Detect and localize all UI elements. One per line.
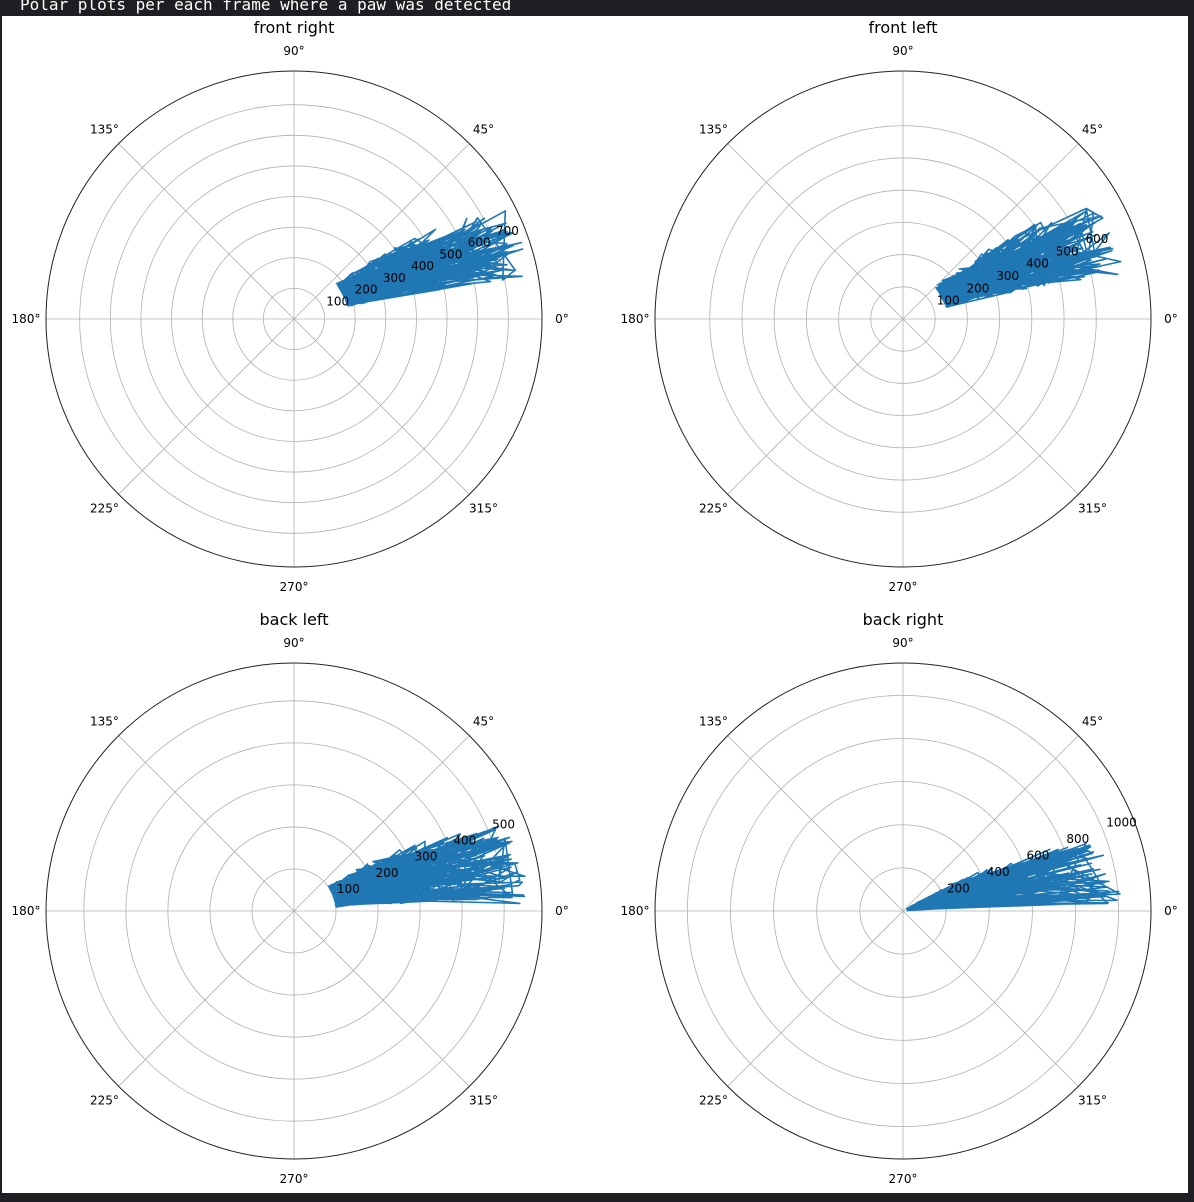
r-tick-label: 500: [439, 247, 462, 261]
subplot-title: back left: [259, 610, 328, 629]
polar-figure: 100 200 300 400 500 600 700 0° 45° 90° 135° 180° 225…: [12, 18, 1178, 1186]
r-tick-label: 300: [996, 269, 1019, 283]
r-tick-label: 500: [492, 818, 515, 832]
polar-spine: [654, 70, 1152, 568]
theta-grid-line: [727, 143, 904, 320]
r-tick-label: 200: [376, 866, 399, 880]
theta-tick-label: 225°: [90, 1094, 119, 1108]
theta-tick-label: 225°: [90, 502, 119, 516]
theta-tick-label: 315°: [469, 502, 498, 516]
theta-tick-label: 0°: [1164, 312, 1178, 326]
polar-subplot-2: 100 200 300 400 500 0° 45° 90° 135° 180° 225° 270° 3…: [12, 610, 569, 1186]
theta-grid-line: [293, 735, 470, 912]
theta-tick-label: 180°: [621, 904, 650, 918]
polar-subplot-3: 200 400 600 800 1000 0° 45° 90° 135° 180° 225° 270°…: [621, 610, 1178, 1186]
polar-subplot-0: 100 200 300 400 500 600 700 0° 45° 90° 135° 180° 225…: [12, 18, 569, 594]
theta-tick-label: 0°: [555, 904, 569, 918]
figure-panel: 100 200 300 400 500 600 700 0° 45° 90° 135° 180° 225…: [2, 16, 1188, 1193]
theta-tick-label: 315°: [1078, 1094, 1107, 1108]
theta-tick-label: 315°: [469, 1094, 498, 1108]
theta-grid-line: [902, 910, 1079, 1087]
polar-spine: [45, 70, 543, 568]
theta-grid-line: [902, 735, 1079, 912]
theta-tick-label: 45°: [1082, 122, 1103, 136]
theta-tick-label: 90°: [283, 636, 304, 650]
r-tick-label: 200: [355, 283, 378, 297]
theta-tick-label: 45°: [473, 122, 494, 136]
r-tick-label: 1000: [1106, 815, 1137, 829]
theta-grid-line: [727, 735, 904, 912]
r-tick-label: 400: [411, 259, 434, 273]
r-tick-label: 700: [496, 224, 519, 238]
r-tick-label: 100: [337, 882, 360, 896]
r-tick-label: 600: [1086, 232, 1109, 246]
theta-tick-label: 135°: [90, 122, 119, 136]
theta-grid-line: [293, 318, 470, 495]
theta-grid-line: [293, 910, 470, 1087]
r-tick-label: 200: [947, 881, 970, 895]
theta-grid-line: [118, 143, 295, 320]
subplot-title: back right: [863, 610, 944, 629]
r-tick-label: 500: [1056, 244, 1079, 258]
data-trace: [905, 842, 1121, 912]
theta-grid-line: [727, 318, 904, 495]
theta-tick-label: 90°: [892, 44, 913, 58]
r-tick-label: 400: [987, 865, 1010, 879]
subplot-title: front right: [254, 18, 335, 37]
data-trace: [327, 825, 526, 908]
theta-tick-label: 0°: [555, 312, 569, 326]
theta-grid-line: [118, 735, 295, 912]
theta-tick-label: 270°: [280, 1172, 309, 1186]
theta-grid-line: [902, 318, 1079, 495]
r-tick-label: 800: [1066, 832, 1089, 846]
data-trace: [335, 210, 524, 307]
theta-tick-label: 45°: [473, 714, 494, 728]
theta-grid-line: [293, 143, 470, 320]
r-tick-label: 100: [937, 294, 960, 308]
theta-tick-label: 90°: [283, 44, 304, 58]
theta-tick-label: 0°: [1164, 904, 1178, 918]
theta-tick-label: 135°: [699, 714, 728, 728]
r-tick-label: 100: [326, 294, 349, 308]
theta-grid-line: [727, 910, 904, 1087]
theta-grid-line: [118, 910, 295, 1087]
theta-tick-label: 180°: [12, 312, 41, 326]
theta-tick-label: 45°: [1082, 714, 1103, 728]
polar-subplot-1: 100 200 300 400 500 600 0° 45° 90° 135° 180° 225° 27…: [621, 18, 1178, 594]
theta-grid-line: [118, 318, 295, 495]
output-caption: Polar plots per each frame where a paw w…: [20, 0, 512, 14]
r-tick-label: 300: [383, 271, 406, 285]
theta-tick-label: 270°: [280, 580, 309, 594]
r-tick-label: 400: [1026, 257, 1049, 271]
subplot-title: front left: [868, 18, 937, 37]
theta-tick-label: 315°: [1078, 502, 1107, 516]
theta-tick-label: 180°: [621, 312, 650, 326]
theta-tick-label: 225°: [699, 1094, 728, 1108]
r-tick-label: 200: [967, 281, 990, 295]
theta-grid-line: [902, 143, 1079, 320]
r-tick-label: 600: [468, 236, 491, 250]
r-tick-label: 600: [1027, 848, 1050, 862]
r-tick-label: 300: [415, 850, 438, 864]
data-trace: [935, 207, 1122, 308]
theta-tick-label: 135°: [90, 714, 119, 728]
theta-tick-label: 270°: [889, 1172, 918, 1186]
theta-tick-label: 135°: [699, 122, 728, 136]
theta-tick-label: 180°: [12, 904, 41, 918]
theta-tick-label: 225°: [699, 502, 728, 516]
polar-spine: [45, 662, 543, 1160]
r-tick-label: 400: [453, 834, 476, 848]
theta-tick-label: 90°: [892, 636, 913, 650]
polar-spine: [654, 662, 1152, 1160]
theta-tick-label: 270°: [889, 580, 918, 594]
